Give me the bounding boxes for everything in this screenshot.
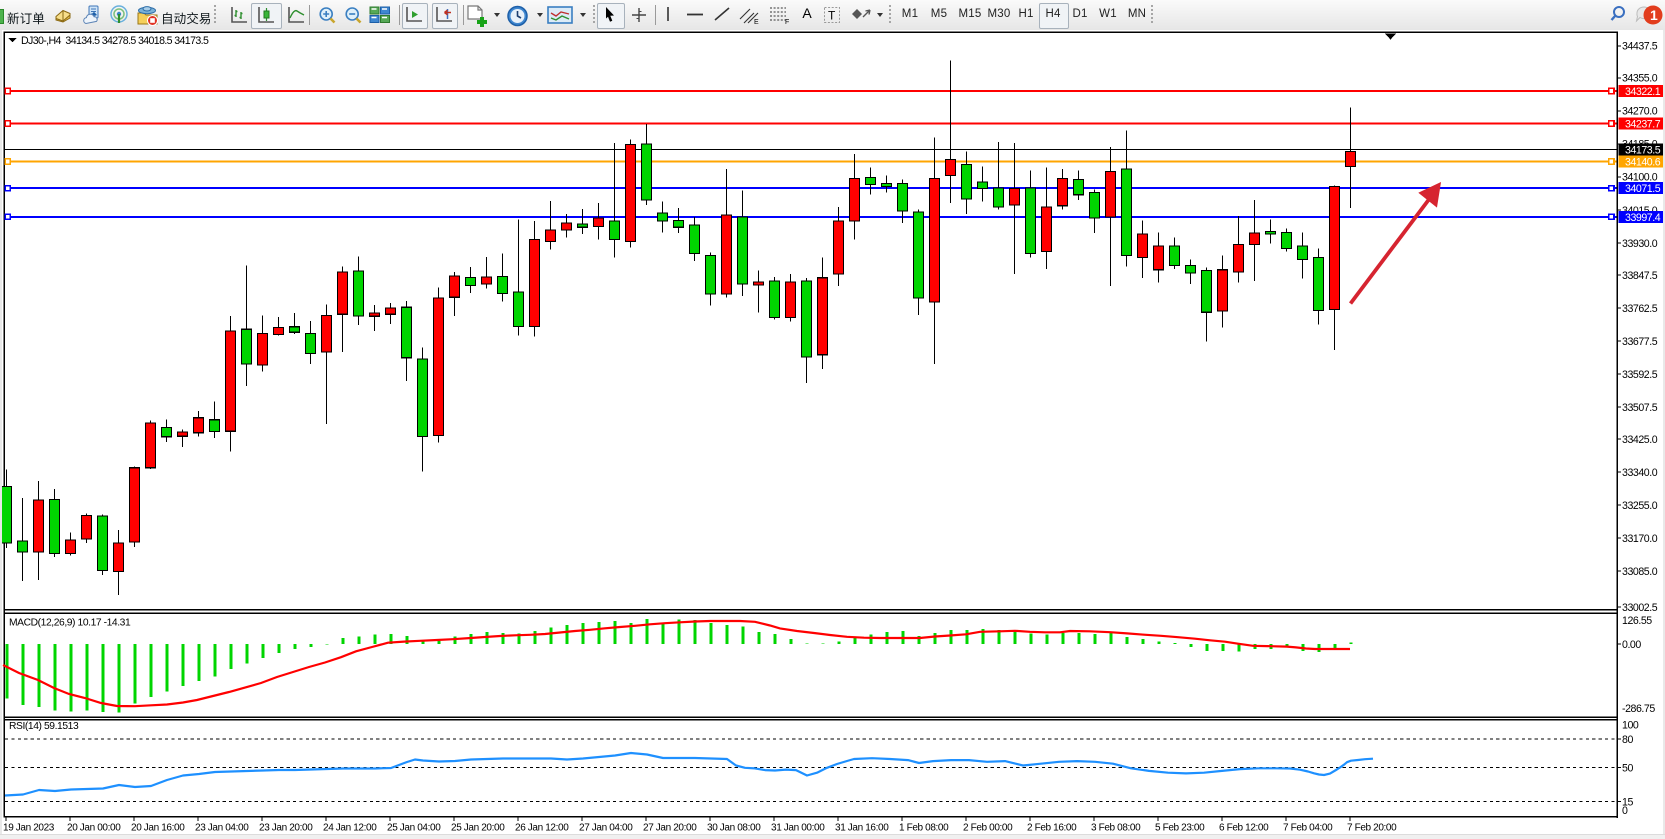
svg-text:34437.5: 34437.5 [1622,41,1658,53]
svg-text:5 Feb 23:00: 5 Feb 23:00 [1155,823,1205,834]
svg-text:0: 0 [1622,805,1628,817]
svg-text:7 Feb 04:00: 7 Feb 04:00 [1283,823,1333,834]
svg-text:23 Jan 04:00: 23 Jan 04:00 [195,823,249,834]
svg-text:1: 1 [1650,7,1658,23]
svg-text:126.55: 126.55 [1622,615,1652,627]
svg-text:27 Jan 04:00: 27 Jan 04:00 [579,823,633,834]
svg-text:T: T [828,9,836,23]
svg-text:25 Jan 20:00: 25 Jan 20:00 [451,823,505,834]
svg-text:80: 80 [1622,734,1633,746]
svg-text:26 Jan 12:00: 26 Jan 12:00 [515,823,569,834]
svg-text:20 Jan 16:00: 20 Jan 16:00 [131,823,185,834]
svg-text:20 Jan 00:00: 20 Jan 00:00 [67,823,121,834]
svg-text:33762.5: 33762.5 [1622,303,1658,315]
svg-text:27 Jan 20:00: 27 Jan 20:00 [643,823,697,834]
svg-text:6 Feb 12:00: 6 Feb 12:00 [1219,823,1269,834]
svg-text:0.00: 0.00 [1622,639,1641,651]
svg-text:33677.5: 33677.5 [1622,336,1658,348]
svg-text:2 Feb 16:00: 2 Feb 16:00 [1027,823,1077,834]
svg-text:34355.0: 34355.0 [1622,73,1658,85]
svg-text:31 Jan 00:00: 31 Jan 00:00 [771,823,825,834]
svg-text:33847.5: 33847.5 [1622,270,1658,282]
svg-text:30 Jan 08:00: 30 Jan 08:00 [707,823,761,834]
svg-text:F: F [785,19,789,25]
svg-text:33507.5: 33507.5 [1622,402,1658,414]
svg-text:33002.5: 33002.5 [1622,602,1658,614]
svg-text:34173.5: 34173.5 [1625,144,1661,156]
svg-text:33170.0: 33170.0 [1622,533,1658,545]
svg-text:25 Jan 04:00: 25 Jan 04:00 [387,823,441,834]
svg-text:19 Jan 2023: 19 Jan 2023 [3,823,55,834]
svg-text:23 Jan 20:00: 23 Jan 20:00 [259,823,313,834]
svg-text:34322.1: 34322.1 [1625,86,1661,98]
svg-text:33085.0: 33085.0 [1622,566,1658,578]
svg-text:1 Feb 08:00: 1 Feb 08:00 [899,823,949,834]
svg-text:33592.5: 33592.5 [1622,369,1658,381]
svg-text:34100.0: 34100.0 [1622,172,1658,184]
svg-text:50: 50 [1622,762,1633,774]
svg-text:34071.5: 34071.5 [1625,183,1661,195]
svg-text:33930.0: 33930.0 [1622,238,1658,250]
svg-text:15: 15 [1622,796,1633,808]
svg-text:34237.7: 34237.7 [1625,119,1661,131]
svg-text:34140.6: 34140.6 [1625,157,1661,169]
svg-text:24 Jan 12:00: 24 Jan 12:00 [323,823,377,834]
svg-text:34270.0: 34270.0 [1622,106,1658,118]
svg-text:DJ30-,H4 34134.5 34278.5 3401: DJ30-,H4 34134.5 34278.5 34018.5 34173.5 [21,35,209,47]
svg-text:7 Feb 20:00: 7 Feb 20:00 [1347,823,1397,834]
svg-text:33340.0: 33340.0 [1622,467,1658,479]
svg-text:33255.0: 33255.0 [1622,500,1658,512]
svg-text:RSI(14) 59.1513: RSI(14) 59.1513 [9,721,79,732]
svg-text:100: 100 [1622,719,1639,731]
svg-text:33997.4: 33997.4 [1625,212,1661,224]
svg-text:E: E [754,19,759,25]
svg-text:2 Feb 00:00: 2 Feb 00:00 [963,823,1013,834]
svg-text:3 Feb 08:00: 3 Feb 08:00 [1091,823,1141,834]
svg-text:MACD(12,26,9) 10.17 -14.31: MACD(12,26,9) 10.17 -14.31 [9,618,131,629]
svg-text:33425.0: 33425.0 [1622,434,1658,446]
svg-text:-286.75: -286.75 [1622,703,1655,715]
svg-text:31 Jan 16:00: 31 Jan 16:00 [835,823,889,834]
